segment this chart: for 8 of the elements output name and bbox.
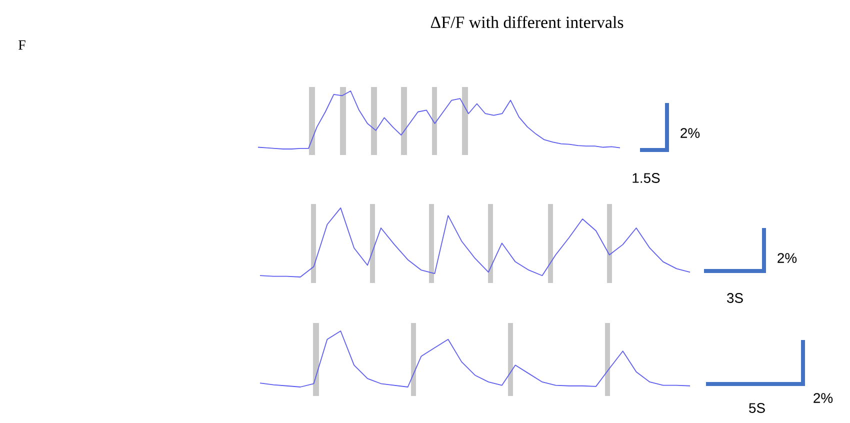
text: 3S (727, 293, 743, 303)
text: F (18, 40, 26, 50)
chart-title: ΔF/F with different intervals (430, 16, 624, 28)
text: 2% (778, 253, 797, 263)
text: 2% (680, 128, 700, 138)
text: 2% (814, 393, 833, 403)
text: 5S (749, 403, 765, 413)
text: 1.5S (632, 173, 660, 183)
